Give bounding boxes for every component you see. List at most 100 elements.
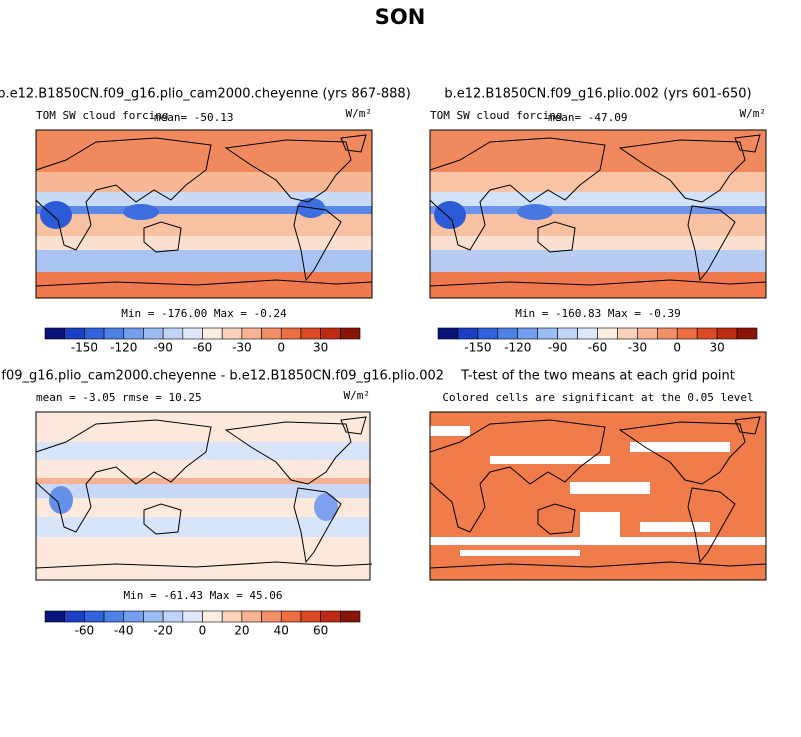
map-field — [640, 522, 710, 532]
colorbar-cell — [320, 610, 341, 623]
min-max-label: Min = -176.00 Max = -0.24 — [121, 307, 287, 320]
map-field — [36, 517, 370, 537]
colorbar-cell — [557, 327, 578, 340]
colorbar-tick-label: 0 — [277, 341, 285, 355]
colorbar-cell — [123, 327, 144, 340]
colorbar-cell — [617, 327, 638, 340]
units-label: W/m² — [344, 389, 371, 402]
panel-title: 50CN.f09_g16.plio_cam2000.cheyenne - b.e… — [0, 369, 444, 384]
map-field — [36, 484, 370, 498]
colorbar-cell — [676, 327, 698, 340]
colorbar-cell — [143, 610, 164, 623]
map-field — [430, 537, 766, 545]
colorbar-tick-label: 60 — [313, 624, 328, 638]
colorbar-cell — [537, 327, 558, 340]
colorbar-cell — [64, 610, 85, 623]
colorbar-cell — [261, 327, 282, 340]
colorbar-cell — [103, 610, 125, 623]
map-field — [36, 206, 372, 214]
map-field — [434, 201, 466, 229]
colorbar-cell — [300, 610, 321, 623]
mean-label: mean= -50.13 — [154, 111, 233, 124]
units-label: W/m² — [346, 107, 373, 120]
colorbar-cell — [340, 610, 361, 623]
colorbar-cell — [182, 327, 203, 340]
map-field — [490, 456, 610, 464]
colorbar-tick-label: 20 — [234, 624, 249, 638]
map-panel — [429, 411, 767, 581]
map-field — [517, 204, 553, 220]
colorbar-cell — [202, 610, 223, 623]
colorbar-cell — [637, 327, 658, 340]
colorbar-cell — [64, 327, 85, 340]
colorbar-tick-label: -30 — [232, 341, 252, 355]
map-field — [430, 214, 766, 236]
colorbar-cell — [162, 610, 184, 623]
map-field — [49, 486, 73, 514]
colorbar-cell — [84, 327, 105, 340]
map-field — [570, 482, 650, 494]
colorbar-cell — [103, 327, 125, 340]
panel-title: T-test of the two means at each grid poi… — [460, 369, 735, 384]
units-label: W/m² — [740, 107, 767, 120]
colorbar-cell — [162, 327, 184, 340]
colorbar-cell — [300, 327, 321, 340]
colorbar-tick-label: -150 — [464, 341, 491, 355]
colorbar-tick-label: 30 — [709, 341, 724, 355]
colorbar-tick-label: 40 — [274, 624, 289, 638]
colorbar-cell — [221, 610, 243, 623]
colorbar-tick-label: -150 — [71, 341, 98, 355]
colorbar-cell — [577, 327, 598, 340]
map-panel — [35, 411, 373, 581]
map-field — [123, 204, 159, 220]
min-max-label: Min = -160.83 Max = -0.39 — [515, 307, 681, 320]
colorbar-tick-label: 0 — [673, 341, 681, 355]
map-field — [430, 206, 766, 214]
panel-subtitle: Colored cells are significant at the 0.0… — [442, 391, 753, 404]
colorbar-tick-label: -90 — [153, 341, 173, 355]
colorbar-tick-label: -40 — [114, 624, 134, 638]
colorbar-cell — [280, 610, 302, 623]
colorbar-cell — [340, 327, 361, 340]
min-max-label: Min = -61.43 Max = 45.06 — [124, 589, 283, 602]
colorbar-cell — [84, 610, 105, 623]
colorbar-cell — [597, 327, 618, 340]
map-field — [36, 214, 372, 236]
map-field — [36, 250, 372, 272]
left-label: TOM SW cloud forcing — [430, 109, 562, 122]
map-frame — [429, 411, 767, 581]
map-field — [460, 550, 580, 556]
colorbar-cell — [44, 610, 65, 623]
colorbar-tick-label: 30 — [313, 341, 328, 355]
colorbar-tick-label: -60 — [588, 341, 608, 355]
colorbar-cell — [221, 327, 243, 340]
colorbar-cell — [497, 327, 519, 340]
colorbar-cell — [182, 610, 203, 623]
left-label: mean = -3.05 rmse = 10.25 — [36, 391, 202, 404]
colorbar-tick-label: -60 — [75, 624, 95, 638]
map-frame — [35, 411, 371, 581]
colorbar-cell — [437, 327, 459, 340]
map-field — [314, 493, 338, 521]
colorbar-tick-label: -120 — [504, 341, 531, 355]
colorbar-cell — [123, 610, 144, 623]
colorbar-cell — [716, 327, 738, 340]
colorbar-cell — [202, 327, 223, 340]
colorbar-tick-label: -20 — [153, 624, 173, 638]
colorbar-cell — [657, 327, 678, 340]
colorbar-tick-label: -120 — [110, 341, 137, 355]
map-field — [36, 172, 372, 192]
colorbar-cell — [44, 327, 65, 340]
panel-title: b.e12.B1850CN.f09_g16.plio_cam2000.cheye… — [0, 87, 411, 102]
colorbar-cell — [143, 327, 164, 340]
colorbar-cell — [280, 327, 302, 340]
colorbar-cell — [241, 610, 262, 623]
map-field — [430, 426, 470, 436]
panel-title: b.e12.B1850CN.f09_g16.plio.002 (yrs 601-… — [444, 87, 751, 102]
colorbar-cell — [517, 327, 538, 340]
colorbar-cell — [320, 327, 341, 340]
colorbar-tick-label: -90 — [548, 341, 568, 355]
map-field — [40, 201, 72, 229]
